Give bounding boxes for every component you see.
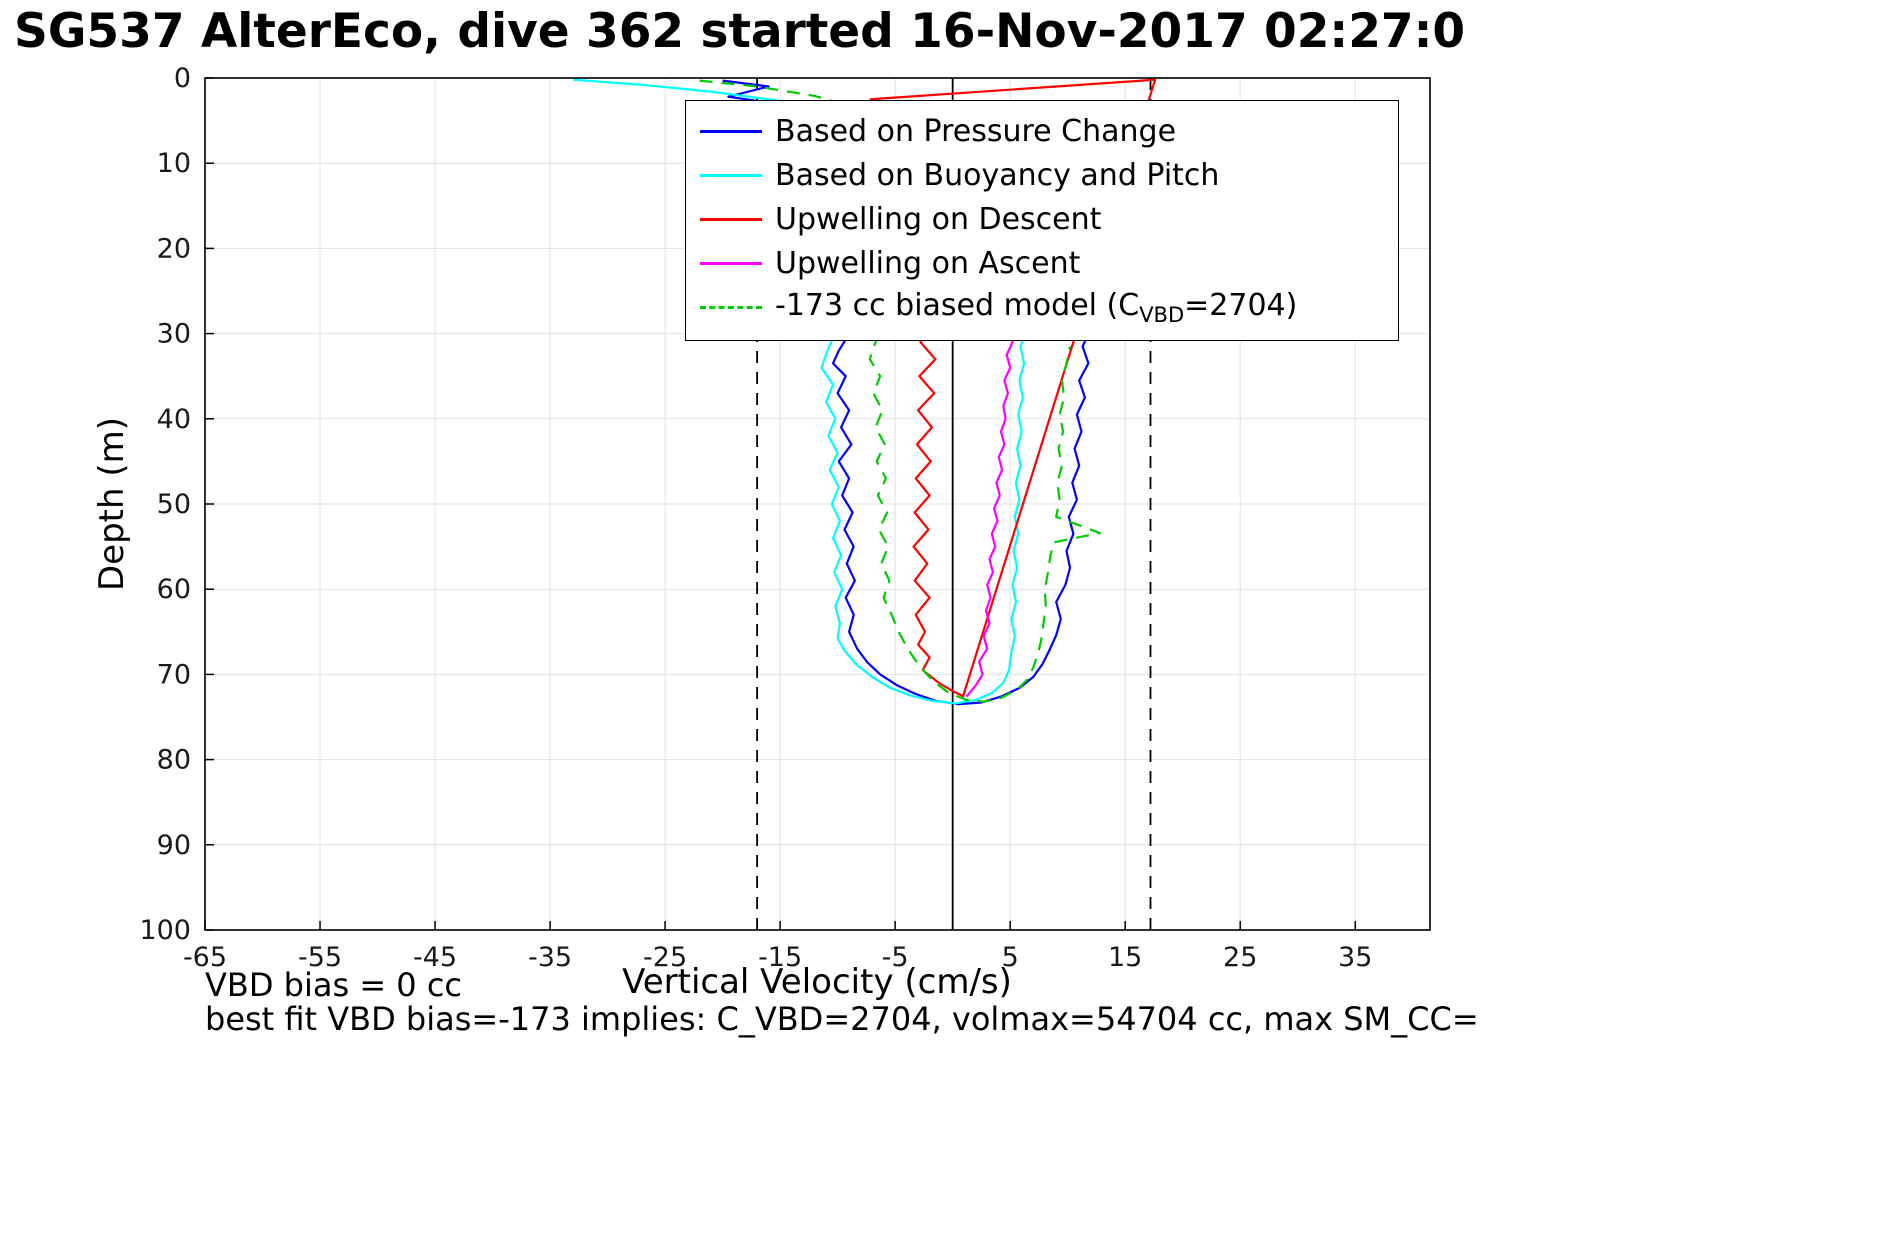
best-fit-annotation: best fit VBD bias=-173 implies: C_VBD=27…: [205, 1000, 1479, 1038]
x-tick-label: -25: [643, 942, 687, 973]
legend-item-upwelling-descent: Upwelling on Descent: [700, 197, 1398, 241]
x-tick-label: 15: [1108, 942, 1142, 973]
y-tick-label: 10: [157, 148, 191, 179]
legend-item-buoyancy-pitch: Based on Buoyancy and Pitch: [700, 153, 1398, 197]
x-tick-label: 35: [1338, 942, 1372, 973]
legend-line-sample-upwelling-ascent: [700, 261, 762, 265]
legend-line-sample-buoyancy-pitch: [700, 173, 762, 177]
y-tick-label: 20: [157, 233, 191, 264]
y-tick-label: 50: [157, 489, 191, 520]
legend-label: Upwelling on Ascent: [775, 245, 1081, 281]
legend-label-subscript: VBD: [1139, 302, 1185, 327]
legend-label: -173 cc biased model (CVBD=2704): [775, 288, 1297, 327]
y-axis-label: Depth (m): [92, 416, 132, 592]
x-tick-label: 25: [1223, 942, 1257, 973]
y-tick-label: 0: [174, 63, 191, 94]
x-tick-label: -55: [298, 942, 342, 973]
x-tick-label: -35: [528, 942, 572, 973]
legend-label: Based on Pressure Change: [775, 113, 1177, 149]
y-tick-label: 70: [157, 659, 191, 690]
legend-label-prefix: -173 cc biased model (C: [775, 287, 1140, 323]
legend: Based on Pressure Change Based on Buoyan…: [685, 100, 1399, 341]
x-tick-label: -45: [413, 942, 457, 973]
vbd-bias-annotation: VBD bias = 0 cc: [205, 966, 463, 1004]
y-tick-label: 30: [157, 319, 191, 350]
x-tick-label: 5: [1002, 942, 1019, 973]
y-tick-label: 100: [139, 915, 191, 946]
x-tick-label: -5: [882, 942, 909, 973]
legend-label-suffix: =2704): [1184, 287, 1298, 323]
figure-title: SG537 AlterEco, dive 362 started 16-Nov-…: [14, 4, 1466, 59]
x-tick-label: -15: [758, 942, 802, 973]
y-tick-label: 90: [157, 830, 191, 861]
legend-label: Based on Buoyancy and Pitch: [775, 157, 1220, 193]
y-tick-label: 40: [157, 404, 191, 435]
x-axis-label: Vertical Velocity (cm/s): [622, 962, 1012, 1002]
legend-item-biased-model: -173 cc biased model (CVBD=2704): [700, 285, 1398, 329]
legend-item-pressure-change: Based on Pressure Change: [700, 109, 1398, 153]
y-tick-label: 60: [157, 574, 191, 605]
series-upwelling-ascent: [965, 333, 1016, 698]
series-upwelling-descent: [869, 78, 1157, 697]
legend-line-sample-biased-model: [700, 305, 762, 309]
y-tick-label: 80: [157, 745, 191, 776]
legend-line-sample-upwelling-descent: [700, 217, 762, 221]
legend-item-upwelling-ascent: Upwelling on Ascent: [700, 241, 1398, 285]
x-tick-label: -65: [183, 942, 227, 973]
legend-line-sample-pressure-change: [700, 129, 762, 133]
legend-label: Upwelling on Descent: [775, 201, 1102, 237]
